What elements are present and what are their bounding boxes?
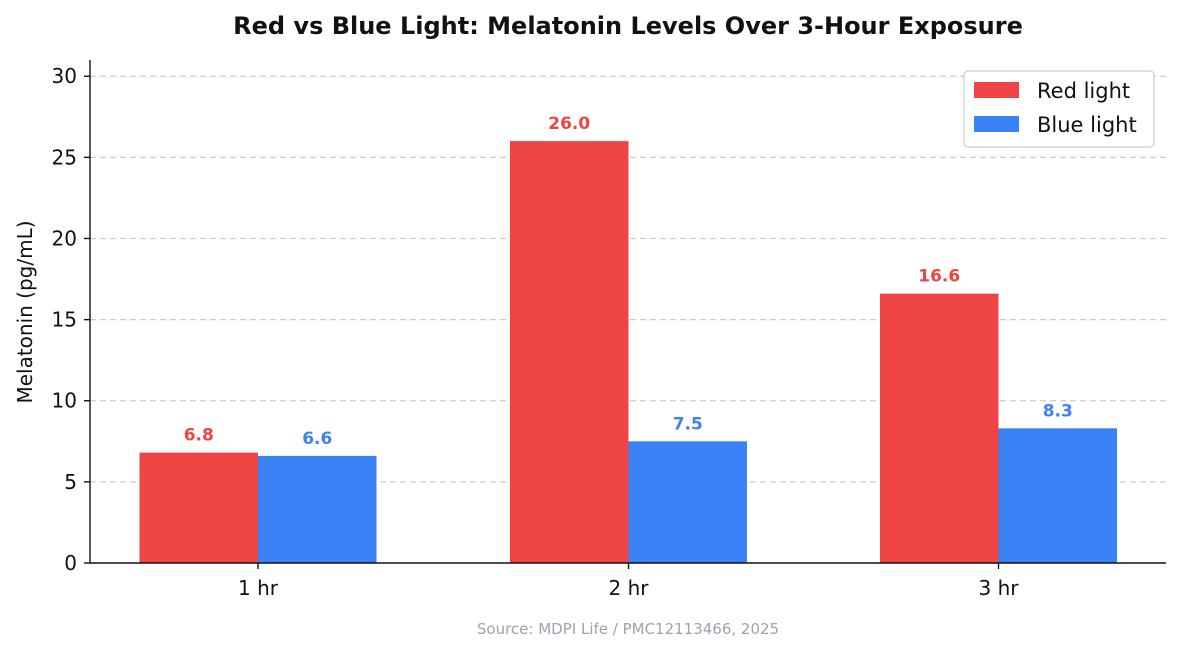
source-note: Source: MDPI Life / PMC12113466, 2025: [477, 620, 779, 638]
y-tick-label: 15: [52, 308, 77, 332]
bar-value-label: 6.8: [184, 426, 214, 446]
legend-swatch: [974, 82, 1019, 98]
legend-swatch: [974, 116, 1019, 132]
x-tick-label: 3 hr: [979, 576, 1020, 600]
bar-value-label: 16.6: [918, 267, 960, 287]
bars: [139, 141, 1117, 563]
legend: Red light Blue light: [963, 70, 1155, 148]
blue-light-bar: [258, 455, 377, 563]
y-tick-label: 0: [64, 551, 77, 575]
red-light-bar: [880, 293, 999, 563]
value-labels: 6.8 6.6 26.0 7.5 16.6 8.3: [184, 114, 1073, 449]
bar-value-label: 7.5: [673, 414, 703, 434]
red-light-bar: [510, 141, 629, 563]
chart-title: Red vs Blue Light: Melatonin Levels Over…: [233, 12, 1023, 40]
y-tick-label: 25: [52, 145, 77, 169]
x-tick-label: 2 hr: [609, 576, 650, 600]
legend-label: Red light: [1037, 79, 1130, 103]
x-tick-label: 1 hr: [238, 576, 279, 600]
bar-value-label: 8.3: [1043, 401, 1073, 421]
blue-light-bar: [628, 441, 747, 563]
bar-value-label: 6.6: [302, 429, 332, 449]
y-ticks: 0 5 10 15 20 25 30: [52, 64, 90, 575]
red-light-bar: [139, 452, 258, 563]
bar-value-label: 26.0: [548, 114, 590, 134]
y-axis-label: Melatonin (pg/mL): [13, 220, 37, 403]
y-tick-label: 30: [52, 64, 77, 88]
y-tick-label: 10: [52, 389, 77, 413]
y-tick-label: 5: [64, 470, 77, 494]
legend-label: Blue light: [1037, 113, 1137, 137]
y-tick-label: 20: [52, 226, 77, 250]
x-ticks: 1 hr 2 hr 3 hr: [238, 563, 1019, 600]
blue-light-bar: [998, 428, 1117, 563]
